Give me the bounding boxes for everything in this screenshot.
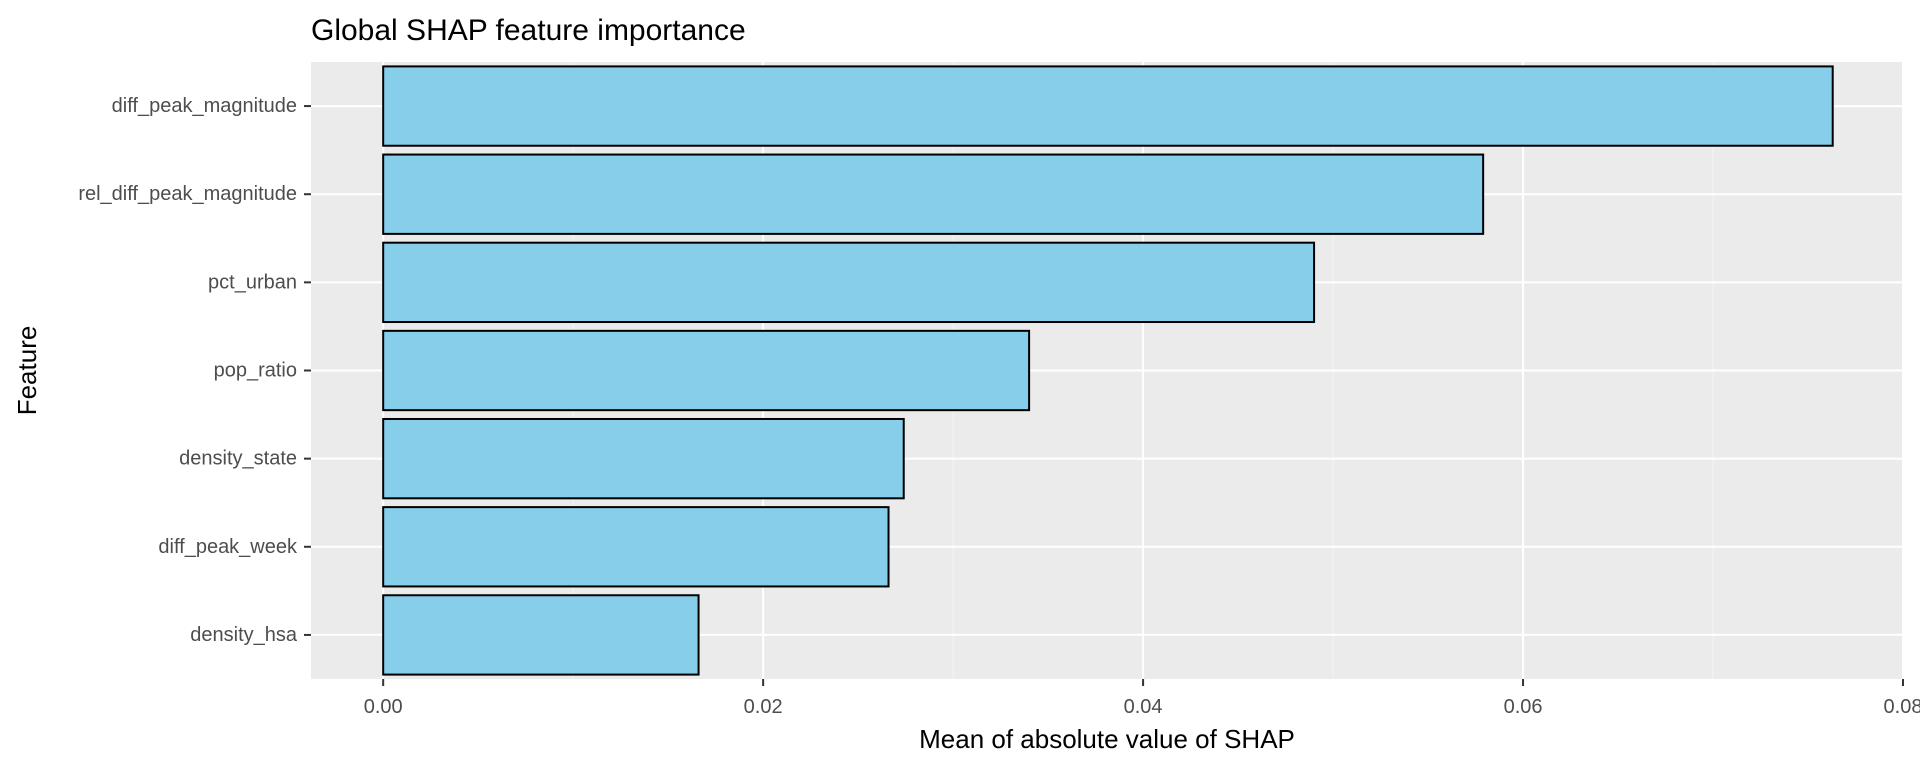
x-axis: 0.00 0.02 0.04 0.06 0.08	[364, 679, 1920, 718]
bar-pct_urban	[382, 241, 1316, 324]
y-tick-label: pop_ratio	[214, 360, 297, 382]
x-tick-label: 0.00	[364, 696, 403, 718]
y-axis: diff_peak_magnitude rel_diff_peak_magnitu…	[78, 95, 311, 646]
y-axis-title: Feature	[12, 326, 42, 416]
x-axis-title: Mean of absolute value of SHAP	[919, 724, 1295, 754]
chart-title: Global SHAP feature importance	[311, 14, 746, 47]
x-tick-label: 0.04	[1124, 696, 1163, 718]
bar-diff_peak_magnitude	[382, 65, 1834, 147]
bar-density_hsa	[382, 594, 700, 676]
y-tick-label: pct_urban	[208, 271, 297, 293]
x-tick-label: 0.02	[744, 696, 783, 718]
y-tick-label: density_state	[179, 448, 297, 470]
x-tick-label: 0.06	[1504, 696, 1543, 718]
bar-pop_ratio	[382, 329, 1031, 412]
bar-diff_peak_week	[382, 506, 890, 588]
bar-density_state	[382, 417, 905, 500]
bar-layer	[382, 65, 1834, 676]
y-tick-label: rel_diff_peak_magnitude	[78, 183, 297, 205]
y-tick-label: diff_peak_week	[158, 536, 298, 558]
x-tick-label: 0.08	[1884, 696, 1920, 718]
bar-rel_diff_peak_magnitude	[382, 153, 1485, 235]
y-tick-label: diff_peak_magnitude	[112, 95, 297, 117]
y-tick-label: density_hsa	[190, 624, 298, 646]
